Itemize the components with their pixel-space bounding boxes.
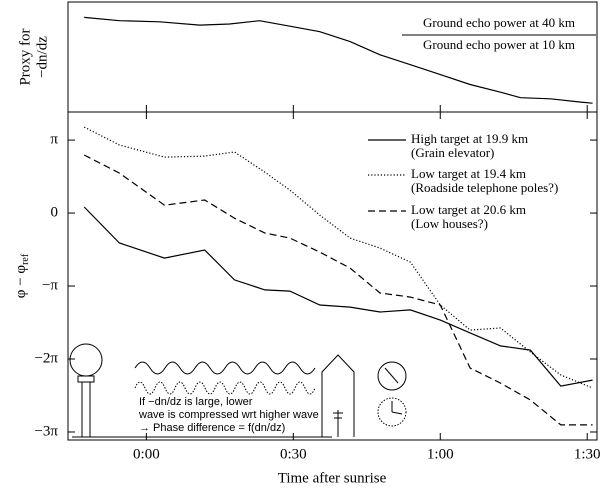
upper-wave [134, 361, 316, 375]
legend-label: Low target at 19.4 km [411, 166, 526, 181]
data-line [84, 16, 593, 104]
legend-label: Low target at 20.6 km [411, 202, 526, 217]
y-tick-label: −π [42, 277, 58, 293]
inset-illustration [69, 343, 407, 438]
inset-text: If −dn/dz is large, lower [139, 396, 253, 408]
annotation-denominator: Ground echo power at 10 km [423, 37, 575, 52]
x-tick-label: 1:30 [574, 446, 601, 462]
inset-text: → Phase difference = f(dn/dz) [139, 422, 285, 434]
y-axis-label-main: φ − φ [13, 265, 29, 299]
clock-hands [391, 401, 403, 415]
x-tick-label: 0:00 [133, 446, 160, 462]
data-line [83, 206, 593, 387]
y-axis-label: Proxy for [17, 28, 33, 85]
clock [377, 361, 407, 391]
barn [321, 354, 355, 437]
y-axis-label-sub: ref [20, 253, 31, 265]
data-line [83, 154, 593, 426]
x-axis-label: Time after sunrise [278, 470, 387, 486]
legend-note: (Grain elevator) [411, 145, 494, 160]
legend-label: High target at 19.9 km [411, 131, 528, 146]
y-tick-label: −3π [34, 423, 58, 439]
legend-note: (Low houses?) [411, 216, 488, 231]
inset-text: wave is compressed wrt higher wave [138, 409, 319, 421]
annotation-numerator: Ground echo power at 40 km [423, 15, 575, 30]
x-tick-label: 0:30 [280, 446, 307, 462]
y-tick-label: π [50, 132, 58, 148]
clock-hands [384, 367, 399, 384]
tower-base [77, 375, 95, 383]
clock [377, 397, 407, 427]
y-axis-label: φ − φref [13, 253, 31, 298]
y-axis-label: −dn/dz [34, 36, 50, 78]
lower-wave [134, 381, 316, 395]
y-tick-label: 0 [51, 204, 59, 220]
x-tick-label: 1:00 [427, 446, 454, 462]
data-line [83, 126, 593, 389]
tower-stem [81, 381, 91, 438]
y-tick-label: −2π [34, 350, 58, 366]
tower-tank [69, 343, 103, 377]
legend-note: (Roadside telephone poles?) [411, 180, 558, 195]
bottom-panel-frame [67, 111, 598, 441]
